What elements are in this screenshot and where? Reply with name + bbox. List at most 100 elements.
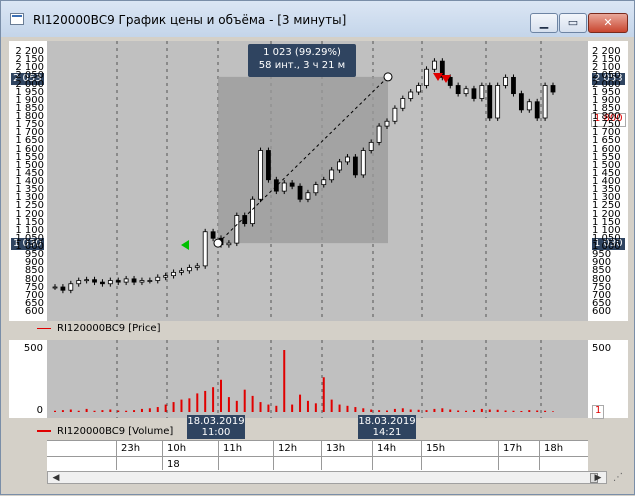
candle-body [107,280,113,285]
price-tick-label-right: 900 [592,257,612,269]
price-tag-left-bottom: 1 030 [11,238,44,250]
price-tick-label-right: 1 950 [592,86,621,98]
price-tick-label-left: 800 [24,273,44,285]
volume-bar [235,400,238,412]
volume-bar [61,410,64,412]
volume-bar [465,410,468,412]
scroll-left-button[interactable]: ◀ [48,472,64,484]
restore-button[interactable]: ▭ [559,13,587,33]
candle-body [139,280,145,283]
price-legend[interactable]: RI120000BC9 [Price] [37,323,160,334]
volume-plot-area[interactable] [47,340,588,418]
volume-legend[interactable]: RI120000BC9 [Volume] [37,426,173,437]
resize-grip-icon[interactable]: ⋰ [613,472,623,483]
candle-body [100,281,105,285]
candle-body [392,107,398,122]
volume-bar [85,408,88,412]
price-tick-label-left: 2 150 [15,54,44,66]
time-axis-tick [539,440,540,470]
candle-body [60,286,66,291]
price-tick-label-right: 850 [592,265,612,277]
volume-bar [133,410,136,412]
scroll-thumb[interactable] [590,473,598,483]
volume-bar [101,410,104,412]
candle-body [226,242,232,246]
price-tick-label-left: 1 300 [15,192,44,204]
time-axis-label: 13h [326,443,346,454]
scroll-right-button[interactable]: ▶ [590,472,606,484]
volume-bar [386,410,388,412]
price-tick-label-right: 1 700 [592,127,621,139]
candle-body [376,125,382,143]
candle-body [76,280,82,285]
price-tick-label-left: 1 650 [15,135,44,147]
price-tick-label-left: 2 000 [15,78,44,90]
volume-bar [164,404,167,412]
price-tick-label-left: 1 450 [15,167,44,179]
price-tick-label-right: 2 150 [592,54,621,66]
volume-bar [180,399,183,412]
price-tick-label-left: 1 850 [15,102,44,114]
restore-icon: ▭ [567,16,579,29]
price-tick-label-left: 1 600 [15,143,44,155]
volume-bar [188,398,191,412]
price-tick-label-right: 600 [592,306,612,317]
volume-bar [314,403,317,412]
volume-bar [109,409,112,412]
volume-bar [251,395,254,412]
volume-bar [433,408,436,412]
candle-body [550,85,556,93]
time-axis-tick [321,440,322,470]
volume-bar [457,410,460,412]
candle-body [518,93,524,111]
candle-body [234,215,240,244]
price-tick-label-left: 1 050 [15,232,44,244]
volume-bar [117,410,120,412]
price-tick-label-right: 650 [592,297,612,309]
time-axis-tick [162,440,163,470]
volume-bar [552,411,554,412]
price-tick-label-right: 750 [592,281,612,293]
price-tick-label-left: 2 200 [15,46,44,57]
measure-handle-end [383,72,393,82]
volume-bar [125,410,128,412]
candle-body [352,156,358,176]
candle-body [360,150,366,176]
price-tick-label-left: 1 150 [15,216,44,228]
candle-body [526,101,532,111]
title-bar[interactable]: RI120000BC9 График цены и объёма - [3 ми… [1,1,634,37]
price-tag-right-top: 2 053 [592,73,625,85]
volume-bar [520,411,523,412]
price-tick-label-right: 950 [592,249,612,261]
price-tick-label-left: 1 750 [15,119,44,131]
price-tick-label-right: 1 500 [592,159,621,171]
volume-bar [275,405,278,412]
price-tick-label-right: 1 600 [592,143,621,155]
time-axis-label: 15h [426,443,446,454]
candle-body [400,98,406,109]
close-button[interactable]: ✕ [588,13,628,33]
candle-body [266,150,271,181]
measure-line [217,76,389,244]
volume-bar [536,410,539,412]
volume-bar [480,408,483,412]
candle-body [84,279,90,282]
price-tick-label-left: 2 100 [15,62,44,74]
candle-body [68,283,74,291]
price-tick-label-left: 1 800 [15,111,44,122]
candle-body [384,120,390,127]
candle-body [242,215,248,225]
volume-bar [393,408,396,412]
time-label-end-date: 18.03.2019 [358,416,416,427]
minimize-button[interactable]: ▁ [530,13,558,33]
buy-arrow-icon [181,240,189,250]
sell-arrow-icon [433,73,451,83]
volume-bar [504,410,507,412]
candle-body [329,169,335,181]
volume-bar [346,405,349,412]
volume-legend-text: RI120000BC9 [Volume] [57,426,174,437]
volume-bar [330,399,333,412]
horizontal-scrollbar[interactable]: ◀ ▶ [47,471,607,484]
price-tick-label-right: 1 850 [592,102,621,114]
candle-body [92,279,97,283]
